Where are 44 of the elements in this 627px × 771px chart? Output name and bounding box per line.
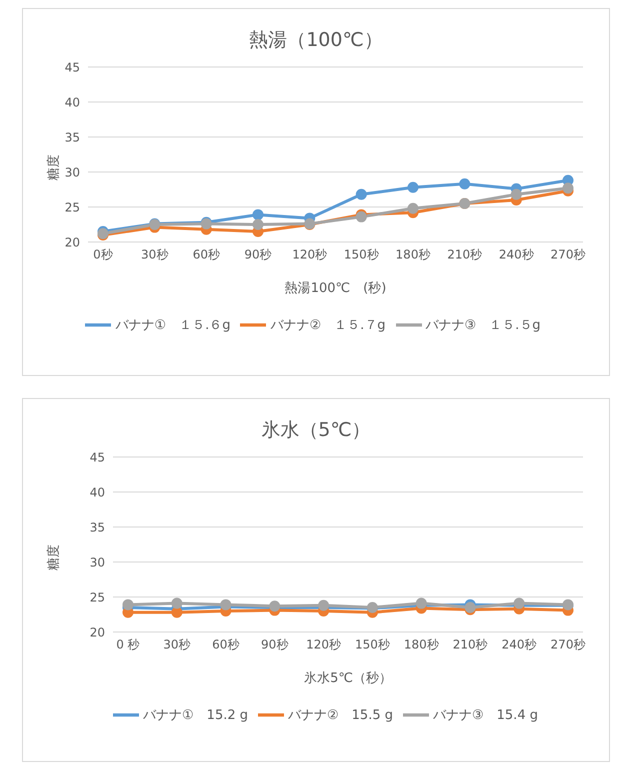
- x-tick-label: 60秒: [212, 638, 240, 652]
- y-axis-title: 糖度: [46, 154, 62, 180]
- legend-label: バナナ③ １５.５g: [426, 318, 541, 334]
- y-tick-label: 25: [90, 590, 105, 604]
- x-tick-label: 90秒: [261, 638, 288, 652]
- y-tick-label: 40: [64, 95, 80, 110]
- x-tick-label: 210秒: [452, 638, 488, 652]
- x-tick-label: 0秒: [93, 248, 113, 262]
- x-axis-title: 熱湯100℃ (秒): [284, 281, 386, 296]
- x-tick-label: 30秒: [163, 638, 191, 652]
- legend-label: バナナ② 15.5 g: [288, 708, 393, 724]
- x-tick-label: 150秒: [354, 638, 390, 652]
- x-tick-label: 180秒: [396, 248, 430, 262]
- y-tick-label: 45: [64, 60, 80, 74]
- legend-label: バナナ① １５.６g: [115, 318, 230, 334]
- x-tick-label: 210秒: [447, 248, 482, 262]
- legend-label: バナナ② １５.７g: [270, 318, 386, 334]
- chart-title: 熱湯（100℃）: [248, 28, 384, 53]
- y-tick-label: 20: [64, 235, 80, 250]
- y-tick-label: 25: [64, 200, 80, 214]
- x-tick-label: 90秒: [244, 248, 272, 262]
- y-tick-label: 30: [90, 555, 105, 570]
- y-tick-label: 35: [90, 520, 105, 534]
- x-tick-label: 270秒: [550, 638, 586, 652]
- y-tick-label: 30: [64, 165, 80, 180]
- x-tick-label: 30秒: [141, 248, 168, 262]
- legend-label: バナナ③ 15.4 g: [432, 708, 538, 724]
- x-tick-label: 150秒: [344, 248, 379, 262]
- chart-title: 氷水（5℃）: [260, 418, 372, 443]
- x-tick-label: 240秒: [502, 638, 537, 652]
- legend-label: バナナ① 15.2 g: [143, 708, 248, 724]
- y-tick-label: 20: [90, 625, 105, 640]
- y-tick-label: 35: [64, 130, 80, 144]
- y-axis-title: 糖度: [46, 544, 62, 570]
- x-tick-label: 0 秒: [116, 638, 140, 652]
- x-tick-label: 60秒: [192, 248, 220, 262]
- y-tick-label: 40: [90, 485, 105, 500]
- x-tick-label: 120秒: [292, 248, 328, 262]
- x-tick-label: 240秒: [498, 248, 534, 262]
- x-axis-title: 氷水5℃（秒）: [304, 671, 392, 686]
- x-tick-label: 180秒: [404, 638, 439, 652]
- y-tick-label: 45: [90, 450, 105, 464]
- x-tick-label: 120秒: [306, 638, 342, 652]
- x-tick-label: 270秒: [550, 248, 586, 262]
